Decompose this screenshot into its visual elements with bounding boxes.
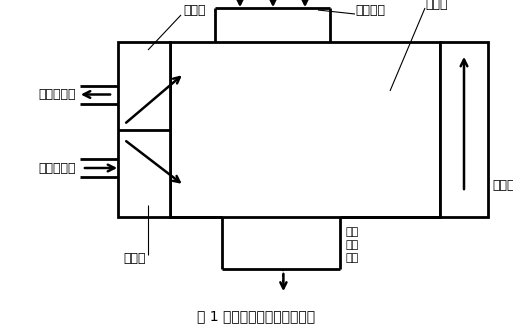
Bar	[440, 42, 488, 217]
Text: 凝结: 凝结	[346, 227, 359, 237]
Text: 冷却管: 冷却管	[425, 0, 447, 11]
Bar	[118, 42, 170, 217]
Text: 蒸汽入口: 蒸汽入口	[355, 4, 385, 16]
Text: 水箱: 水箱	[346, 253, 359, 263]
Text: 前水室: 前水室	[124, 253, 146, 265]
Text: 冷却水出口: 冷却水出口	[38, 88, 76, 101]
Text: 图 1 表面式凝汽器结构示意图: 图 1 表面式凝汽器结构示意图	[198, 309, 315, 323]
Text: 冷却水入口: 冷却水入口	[38, 161, 76, 174]
Text: 前水室: 前水室	[184, 4, 206, 16]
Bar	[170, 42, 440, 217]
Text: 后水室: 后水室	[492, 179, 513, 192]
Text: 水集: 水集	[346, 240, 359, 250]
